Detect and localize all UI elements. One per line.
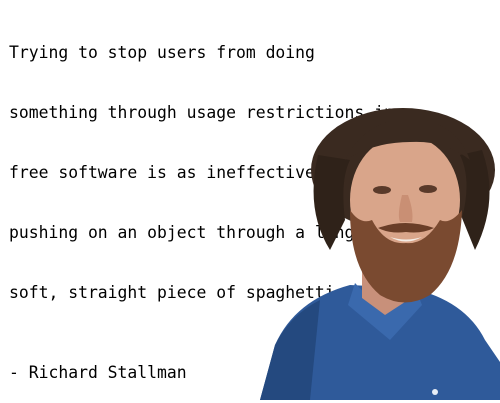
portrait-mouth [390, 237, 422, 242]
portrait-photo [260, 108, 500, 400]
portrait-shirt-button [432, 389, 438, 395]
portrait-mustache [378, 223, 434, 233]
portrait-hair-top [345, 118, 470, 160]
portrait-eye-right [419, 185, 437, 193]
portrait-nose [398, 195, 413, 222]
portrait-shirt [260, 285, 500, 400]
portrait-eye-left [373, 186, 391, 194]
portrait-beard [350, 210, 462, 303]
quote-line-1: Trying to stop users from doing [9, 43, 315, 62]
quote-attribution: - Richard Stallman [9, 363, 187, 382]
portrait-hair-sides [313, 150, 490, 250]
portrait-shirt-shadow [260, 300, 320, 400]
quote-line-2: something through usage restrictions in [9, 103, 394, 122]
quote-line-3: free software is as ineffective as [9, 163, 345, 182]
